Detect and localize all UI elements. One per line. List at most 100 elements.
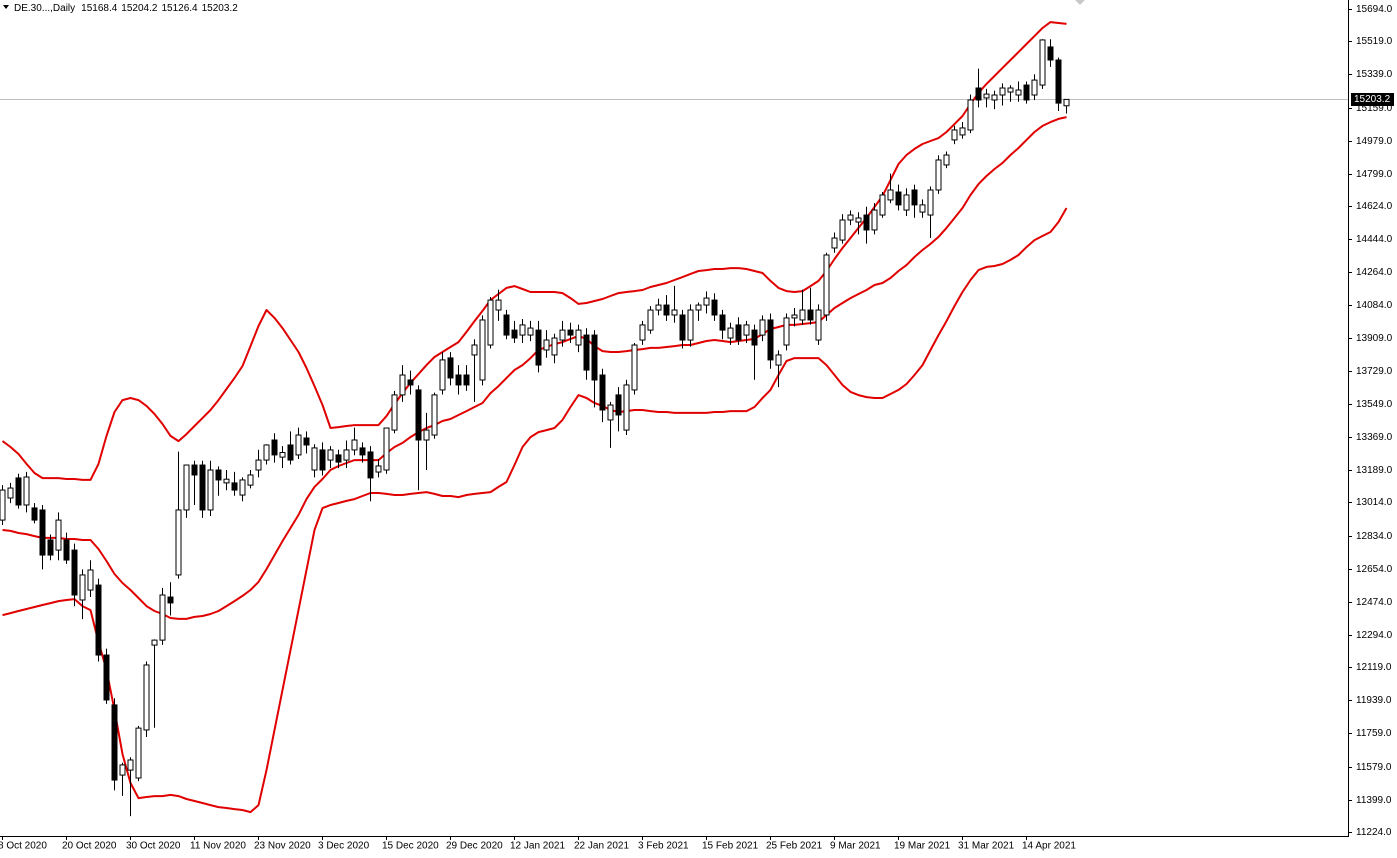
y-tick-label: 13014.0 xyxy=(1356,497,1393,508)
candle-body xyxy=(879,194,886,216)
candle-body xyxy=(1055,59,1062,104)
x-tick-label: 9 Mar 2021 xyxy=(830,841,881,852)
candle-body xyxy=(503,314,510,336)
candle-body xyxy=(135,727,142,779)
candle-body xyxy=(463,374,470,386)
candle-body xyxy=(79,574,86,601)
candle-body xyxy=(159,594,166,641)
candle-body xyxy=(911,189,918,206)
candle-body xyxy=(119,764,126,776)
candle-body xyxy=(671,309,678,316)
candle-body xyxy=(887,189,894,201)
candle-body xyxy=(7,487,14,499)
y-tick-label: 12834.0 xyxy=(1356,531,1393,542)
candle-body xyxy=(239,479,246,496)
x-tick-label: 11 Nov 2020 xyxy=(190,841,246,852)
candle-body xyxy=(111,704,118,781)
candle-body xyxy=(543,339,550,351)
candle-body xyxy=(383,427,390,471)
candle-body xyxy=(367,451,374,479)
candle-body xyxy=(479,319,486,381)
candle-body xyxy=(391,394,398,431)
x-tick-label: 31 Mar 2021 xyxy=(958,841,1015,852)
chart-title: DE.30...,Daily xyxy=(14,3,75,14)
band-upper xyxy=(1,21,1067,481)
candle-body xyxy=(935,159,942,191)
y-tick-label: 11399.0 xyxy=(1356,795,1392,806)
x-tick-label: 15 Dec 2020 xyxy=(382,841,439,852)
y-tick-label: 14979.0 xyxy=(1356,136,1393,147)
candle-body xyxy=(695,304,702,311)
candle-body xyxy=(615,394,622,416)
y-tick-label: 14799.0 xyxy=(1356,169,1393,180)
candle-body xyxy=(647,309,654,331)
candle-body xyxy=(295,434,302,456)
x-tick-label: 30 Oct 2020 xyxy=(126,841,181,852)
price-label-box xyxy=(1351,93,1394,106)
candle-body xyxy=(847,214,854,221)
x-tick-label: 22 Jan 2021 xyxy=(574,841,629,852)
candle-body xyxy=(863,214,870,231)
candle-body xyxy=(47,539,54,556)
x-tick-label: 12 Jan 2021 xyxy=(510,841,565,852)
candle-body xyxy=(431,394,438,436)
candle-body xyxy=(167,596,174,604)
candle-body xyxy=(215,469,222,481)
candle-body xyxy=(831,237,838,249)
candle-body xyxy=(743,324,750,336)
y-tick-label: 13369.0 xyxy=(1356,432,1393,443)
candle-body xyxy=(175,509,182,576)
candle-body xyxy=(807,309,814,321)
candle-body xyxy=(207,469,214,511)
candle-body xyxy=(751,329,758,346)
candle-body xyxy=(303,437,310,446)
candle-body xyxy=(839,219,846,241)
candle-body xyxy=(551,337,558,356)
candle-body xyxy=(623,384,630,431)
candle-body xyxy=(151,639,158,646)
candle-body xyxy=(15,477,22,506)
candle-body xyxy=(183,464,190,511)
candle-body xyxy=(759,319,766,336)
candle-body xyxy=(71,549,78,596)
candle-body xyxy=(1007,87,1014,93)
candle-body xyxy=(823,254,830,316)
candle-body xyxy=(423,429,430,441)
y-tick-label: 13909.0 xyxy=(1356,333,1393,344)
y-tick-label: 12474.0 xyxy=(1356,597,1393,608)
band-lower xyxy=(2,207,1068,814)
candle-body xyxy=(959,127,966,136)
candle-body xyxy=(559,329,566,341)
candle-body xyxy=(1015,89,1022,96)
candle-body xyxy=(983,93,990,99)
candle-body xyxy=(599,374,606,411)
candle-body xyxy=(591,334,598,381)
candle-body xyxy=(1039,39,1046,86)
x-tick-label: 15 Feb 2021 xyxy=(702,841,759,852)
candle-body xyxy=(631,344,638,391)
candle-body xyxy=(223,478,230,484)
menu-arrow[interactable] xyxy=(3,5,9,9)
candle-body xyxy=(607,404,614,421)
y-tick-label: 12119.0 xyxy=(1356,662,1392,673)
candle-body xyxy=(895,191,902,206)
candle-body xyxy=(327,449,334,461)
candle-body xyxy=(1047,46,1054,61)
candle-body xyxy=(703,297,710,306)
last-open: 15168.4 xyxy=(81,3,118,14)
candle-body xyxy=(199,464,206,511)
candle-body xyxy=(999,87,1006,96)
candle-body xyxy=(55,519,62,551)
candle-body xyxy=(951,129,958,141)
candle-body xyxy=(567,329,574,336)
y-tick-label: 14264.0 xyxy=(1356,267,1393,278)
y-tick-label: 13729.0 xyxy=(1356,366,1393,377)
y-tick-label: 15339.0 xyxy=(1356,69,1393,80)
candle-body xyxy=(471,344,478,356)
candle-body xyxy=(271,439,278,456)
candle-body xyxy=(871,209,878,231)
candle-body xyxy=(767,319,774,361)
candle-body xyxy=(255,459,262,471)
candle-body xyxy=(815,309,822,341)
last-low: 15126.4 xyxy=(161,3,198,14)
